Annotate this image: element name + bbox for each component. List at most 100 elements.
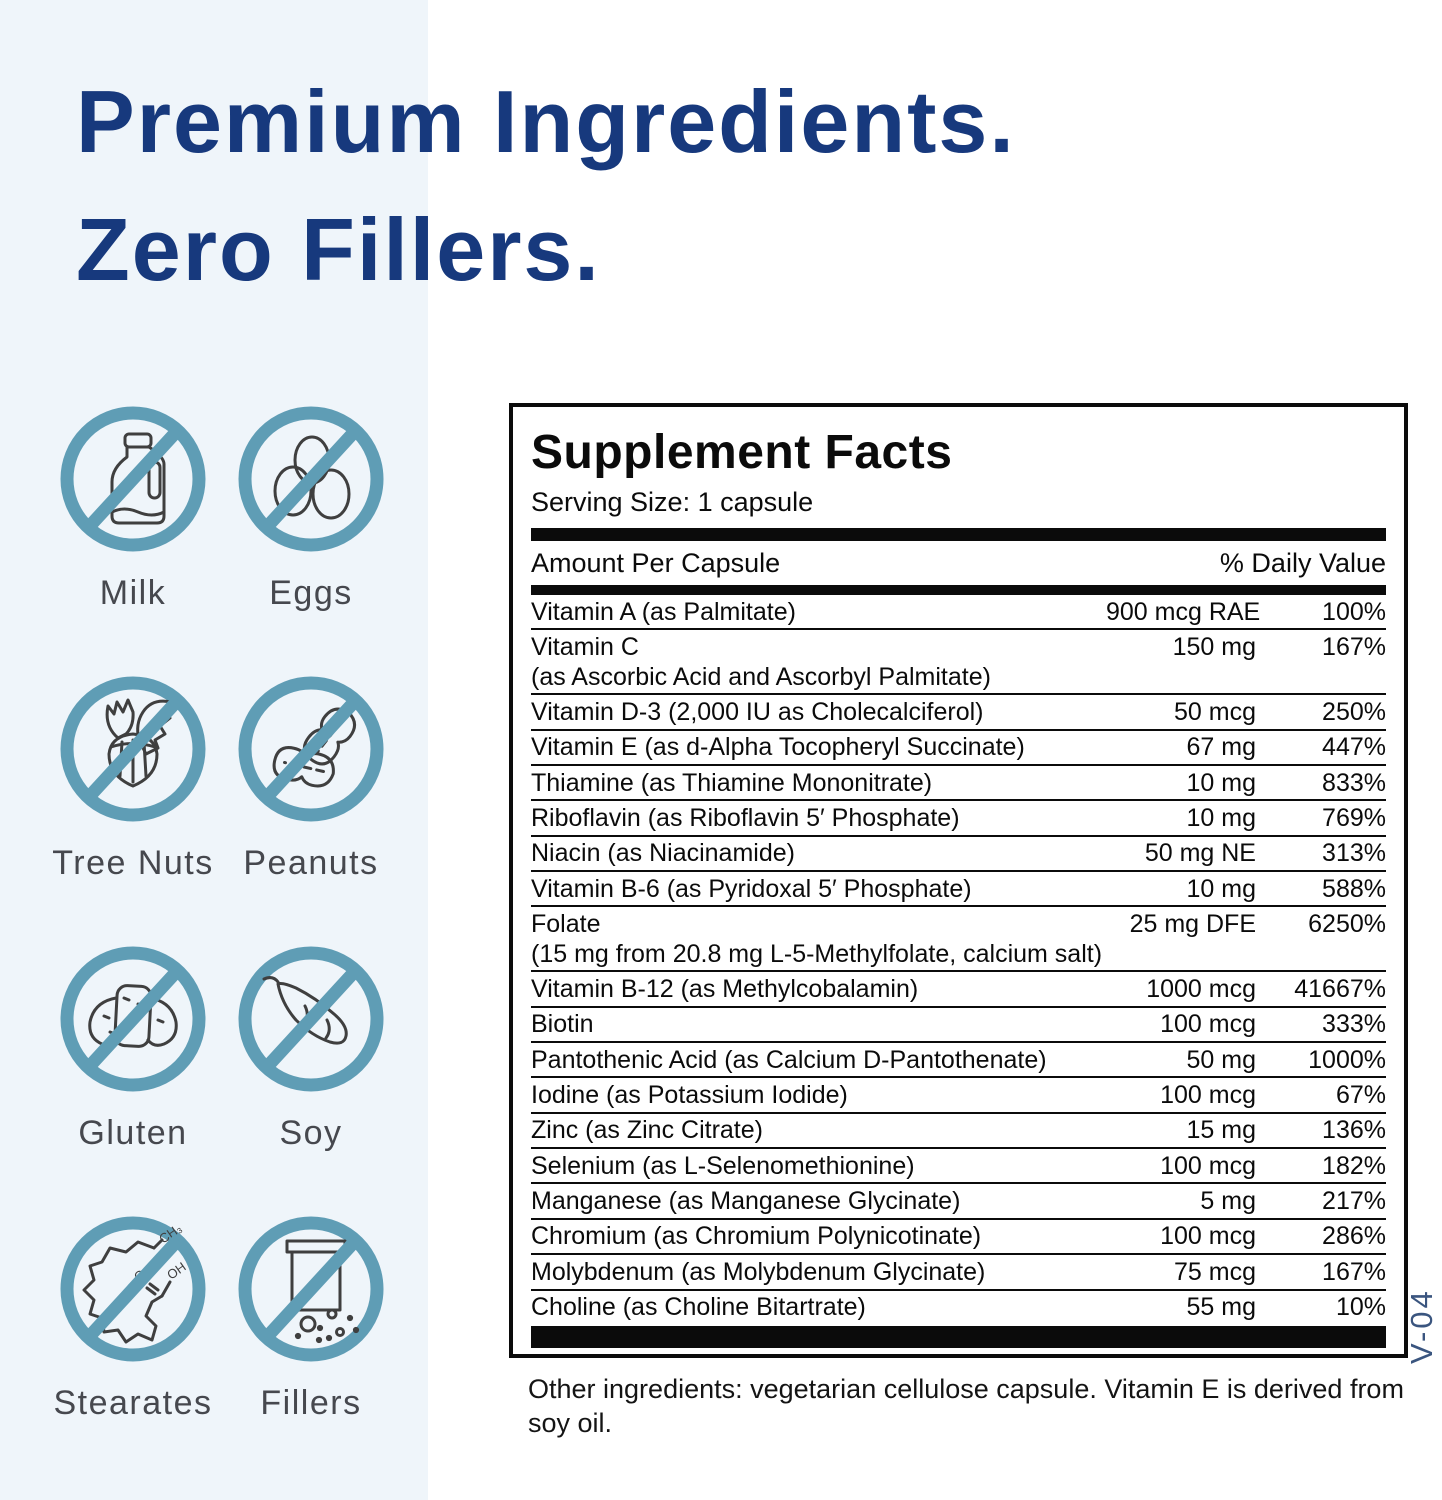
fact-name: Biotin	[531, 1010, 594, 1039]
fact-note: (15 mg from 20.8 mg L-5-Methylfolate, ca…	[531, 939, 1103, 968]
divider-bottom-thick	[531, 1326, 1386, 1348]
allergen-soy: Soy	[222, 940, 400, 1210]
fact-name: Molybdenum (as Molybdenum Glycinate)	[531, 1257, 986, 1286]
fact-name: Manganese (as Manganese Glycinate)	[531, 1187, 961, 1216]
fact-daily-value: 10%	[1335, 1293, 1386, 1322]
fact-name: Chromium (as Chromium Polynicotinate)	[531, 1222, 982, 1251]
fact-amount: 150 mg	[1172, 632, 1256, 661]
other-ingredients-note: Other ingredients: vegetarian cellulose …	[528, 1374, 1404, 1438]
headline-line2: Zero Fillers.	[76, 200, 601, 299]
side-version-code: V-04	[1404, 1288, 1439, 1364]
fact-daily-value: 769%	[1322, 804, 1386, 832]
fact-row: Pantothenic Acid (as Calcium D-Pantothen…	[531, 1043, 1386, 1079]
fact-amount: 55 mg	[1186, 1293, 1256, 1322]
fact-amount: 75 mcg	[1174, 1257, 1256, 1286]
fact-row: Molybdenum (as Molybdenum Glycinate) 75 …	[531, 1255, 1386, 1291]
supplement-facts-panel: Supplement Facts Serving Size: 1 capsule…	[509, 403, 1408, 1358]
fact-daily-value: 217%	[1322, 1187, 1386, 1216]
fact-row: Zinc (as Zinc Citrate) 15 mg 136%	[531, 1114, 1386, 1150]
allergen-milk: Milk	[44, 400, 222, 670]
allergen-peanuts: Peanuts	[222, 670, 400, 940]
fact-daily-value: 41667%	[1294, 974, 1386, 1003]
fact-row: Riboflavin (as Riboflavin 5′ Phosphate) …	[531, 801, 1386, 837]
fact-row: Thiamine (as Thiamine Mononitrate) 10 mg…	[531, 766, 1386, 802]
allergen-label: Tree Nuts	[52, 844, 214, 882]
fact-amount: 50 mg	[1186, 1045, 1256, 1074]
fact-row: Vitamin B-12 (as Methylcobalamin) 1000 m…	[531, 972, 1386, 1008]
fact-daily-value: 250%	[1322, 697, 1386, 726]
soy-pod-icon	[238, 946, 384, 1092]
fact-name: Vitamin D-3 (2,000 IU as Cholecalciferol…	[531, 697, 984, 726]
stearates-molecule-icon: CH₃ OH O	[60, 1216, 206, 1362]
supplement-facts-title: Supplement Facts	[531, 426, 953, 479]
milk-jug-icon	[60, 406, 206, 552]
fact-amount: 100 mcg	[1160, 1010, 1256, 1039]
fact-daily-value: 136%	[1322, 1116, 1386, 1145]
fact-amount: 50 mg NE	[1144, 839, 1256, 868]
fact-daily-value: 588%	[1322, 874, 1386, 903]
fact-daily-value: 833%	[1322, 768, 1386, 797]
gluten-croissant-icon	[60, 946, 206, 1092]
allergen-label: Peanuts	[243, 844, 379, 882]
fact-amount: 67 mg	[1186, 733, 1256, 762]
fillers-container-icon	[238, 1216, 384, 1362]
fact-daily-value: 167%	[1322, 632, 1386, 661]
fact-name: Pantothenic Acid (as Calcium D-Pantothen…	[531, 1045, 1047, 1074]
allergen-label: Milk	[99, 574, 167, 612]
fact-amount: 10 mg	[1186, 804, 1256, 832]
fact-daily-value: 6250%	[1308, 909, 1386, 938]
fact-daily-value: 333%	[1322, 1010, 1386, 1039]
divider-thick	[531, 585, 1386, 595]
fact-amount: 10 mg	[1186, 874, 1256, 903]
fact-daily-value: 100%	[1322, 597, 1386, 626]
fact-amount: 100 mcg	[1160, 1222, 1256, 1251]
fact-row: Folate 25 mg DFE 6250% (15 mg from 20.8 …	[531, 907, 1386, 973]
peanuts-icon	[238, 676, 384, 822]
fact-row: Chromium (as Chromium Polynicotinate) 10…	[531, 1220, 1386, 1256]
fact-daily-value: 313%	[1322, 839, 1386, 868]
divider-thick	[531, 528, 1386, 541]
fact-name: Vitamin C	[531, 632, 639, 661]
fact-name: Vitamin A (as Palmitate)	[531, 597, 796, 626]
fact-row: Biotin 100 mcg 333%	[531, 1008, 1386, 1044]
fact-daily-value: 1000%	[1308, 1045, 1386, 1074]
allergen-grid: Milk Eggs Tree Nuts	[44, 400, 408, 1480]
fact-rows: Vitamin A (as Palmitate) 900 mcg RAE 100…	[531, 595, 1386, 1324]
fact-row: Vitamin A (as Palmitate) 900 mcg RAE 100…	[531, 595, 1386, 631]
allergen-stearates: CH₃ OH O Stearates	[44, 1210, 222, 1480]
allergen-label: Gluten	[78, 1114, 188, 1152]
fact-amount: 50 mcg	[1174, 697, 1256, 726]
fact-amount: 100 mcg	[1160, 1151, 1256, 1180]
fact-row: Choline (as Choline Bitartrate) 55 mg 10…	[531, 1291, 1386, 1324]
facts-header-row: Amount Per Capsule % Daily Value	[531, 541, 1386, 585]
fact-row: Niacin (as Niacinamide) 50 mg NE 313%	[531, 837, 1386, 873]
fact-row: Selenium (as L-Selenomethionine) 100 mcg…	[531, 1149, 1386, 1185]
headline-line1: Premium Ingredients.	[76, 72, 1016, 171]
fact-daily-value: 286%	[1322, 1222, 1386, 1251]
fact-name: Choline (as Choline Bitartrate)	[531, 1293, 866, 1322]
fact-amount: 1000 mcg	[1146, 974, 1256, 1003]
allergen-label: Stearates	[53, 1384, 213, 1422]
fact-amount: 25 mg DFE	[1129, 909, 1256, 938]
fact-row: Manganese (as Manganese Glycinate) 5 mg …	[531, 1184, 1386, 1220]
fact-name: Folate	[531, 909, 601, 938]
fact-name: Vitamin E (as d-Alpha Tocopheryl Succina…	[531, 733, 1025, 762]
allergen-fillers: Fillers	[222, 1210, 400, 1480]
svg-text:OH: OH	[164, 1259, 189, 1282]
fact-name: Thiamine (as Thiamine Mononitrate)	[531, 768, 933, 797]
fact-name: Vitamin B-12 (as Methylcobalamin)	[531, 974, 919, 1003]
fact-note: (as Ascorbic Acid and Ascorbyl Palmitate…	[531, 662, 991, 691]
allergen-label: Fillers	[260, 1384, 362, 1422]
fact-row: Vitamin D-3 (2,000 IU as Cholecalciferol…	[531, 695, 1386, 731]
fact-name: Iodine (as Potassium Iodide)	[531, 1081, 848, 1110]
fact-row: Iodine (as Potassium Iodide) 100 mcg 67%	[531, 1078, 1386, 1114]
fact-daily-value: 67%	[1335, 1081, 1386, 1110]
fact-name: Zinc (as Zinc Citrate)	[531, 1116, 763, 1145]
fact-name: Riboflavin (as Riboflavin 5′ Phosphate)	[531, 804, 960, 832]
eggs-icon	[238, 406, 384, 552]
fact-daily-value: 167%	[1322, 1257, 1386, 1286]
daily-value-header: % Daily Value	[1219, 547, 1386, 578]
allergen-gluten: Gluten	[44, 940, 222, 1210]
page-title: Premium Ingredients. Zero Fillers.	[76, 58, 1276, 314]
allergen-tree-nuts: Tree Nuts	[44, 670, 222, 940]
